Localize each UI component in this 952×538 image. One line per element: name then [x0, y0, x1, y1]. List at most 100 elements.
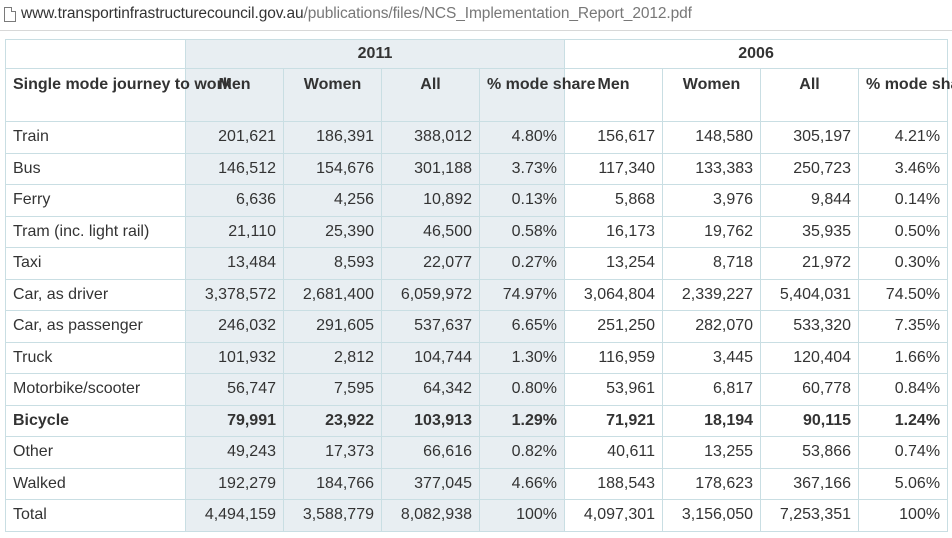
table-row: Total 4,494,159 3,588,779 8,082,938 100% 4,09…: [5, 499, 949, 532]
table-cell: 3.73%: [478, 152, 566, 185]
col-header-2006-women: Women: [662, 68, 762, 122]
row-label: Ferry: [5, 184, 186, 217]
table-row: Ferry 6,636 4,256 10,892 0.13% 5,868 3,976 9,84…: [5, 184, 949, 217]
table-cell: 79,991: [185, 404, 284, 437]
table-cell: 3,588,779: [283, 499, 382, 532]
table-cell: 21,972: [760, 247, 860, 280]
table-cell: 0.82%: [478, 436, 566, 469]
table-cell: 0.50%: [858, 215, 949, 248]
row-label: Bicycle: [5, 404, 186, 437]
table-cell: 4,097,301: [564, 499, 664, 532]
table-row: Train 201,621 186,391 388,012 4.80% 156,617 14…: [5, 121, 949, 154]
table-cell: 60,778: [760, 373, 860, 406]
table-cell: 250,723: [760, 152, 860, 185]
table-cell: 186,391: [283, 121, 382, 154]
table-cell: 56,747: [185, 373, 284, 406]
table-cell: 120,404: [760, 341, 860, 374]
col-header-2011-all: All: [381, 68, 480, 122]
table-cell: 201,621: [185, 121, 284, 154]
table-cell: 0.13%: [478, 184, 566, 217]
table-cell: 533,320: [760, 310, 860, 343]
table-cell: 71,921: [564, 404, 664, 437]
table-row: Walked 192,279 184,766 377,045 4.66% 188,543 1…: [5, 467, 949, 500]
table-cell: 246,032: [185, 310, 284, 343]
table-row: Bicycle 79,991 23,922 103,913 1.29% 71,921 18,…: [5, 404, 949, 437]
table-cell: 64,342: [381, 373, 480, 406]
table-cell: 4,494,159: [185, 499, 284, 532]
table-cell: 0.14%: [858, 184, 949, 217]
table-cell: 10,892: [381, 184, 480, 217]
table-cell: 13,484: [185, 247, 284, 280]
col-header-2006-mode-share: % mode share: [858, 68, 952, 122]
table-body: Train 201,621 186,391 388,012 4.80% 156,617 14…: [5, 121, 949, 532]
table-cell: 6.65%: [478, 310, 566, 343]
table-cell: 1.30%: [478, 341, 566, 374]
table-cell: 3,156,050: [662, 499, 762, 532]
table-cell: 23,922: [283, 404, 382, 437]
table-cell: 0.30%: [858, 247, 949, 280]
table-row: Motorbike/scooter 56,747 7,595 64,342 0.80% 5…: [5, 373, 949, 406]
table-cell: 22,077: [381, 247, 480, 280]
table-cell: 0.58%: [478, 215, 566, 248]
table-cell: 21,110: [185, 215, 284, 248]
row-label: Car, as driver: [5, 278, 186, 311]
table-cell: 301,188: [381, 152, 480, 185]
table-cell: 7.35%: [858, 310, 949, 343]
year-header-row: 2011 2006: [5, 39, 949, 69]
table-row: Bus 146,512 154,676 301,188 3.73% 117,340 133,…: [5, 152, 949, 185]
row-label: Taxi: [5, 247, 186, 280]
document-icon: [4, 7, 16, 22]
table-cell: 74.97%: [478, 278, 566, 311]
table-cell: 2,681,400: [283, 278, 382, 311]
row-label: Total: [5, 499, 186, 532]
table-cell: 5,404,031: [760, 278, 860, 311]
col-header-2011-men: Men: [185, 68, 284, 122]
table-cell: 40,611: [564, 436, 664, 469]
table-cell: 103,913: [381, 404, 480, 437]
table-cell: 8,593: [283, 247, 382, 280]
table-cell: 0.80%: [478, 373, 566, 406]
table-cell: 3.46%: [858, 152, 949, 185]
journey-to-work-table: 2011 2006 Single mode journey to work Me…: [5, 39, 952, 532]
table-cell: 35,935: [760, 215, 860, 248]
table-row: Truck 101,932 2,812 104,744 1.30% 116,959 3,44…: [5, 341, 949, 374]
col-header-2006-men: Men: [564, 68, 664, 122]
table-cell: 104,744: [381, 341, 480, 374]
table-cell: 2,339,227: [662, 278, 762, 311]
table-cell: 1.66%: [858, 341, 949, 374]
row-label: Car, as passenger: [5, 310, 186, 343]
table-cell: 4,256: [283, 184, 382, 217]
journey-to-work-table-container: 2011 2006 Single mode journey to work Me…: [5, 39, 952, 532]
table-cell: 3,445: [662, 341, 762, 374]
table-row: Car, as passenger 246,032 291,605 537,637 6.…: [5, 310, 949, 343]
table-cell: 178,623: [662, 467, 762, 500]
table-cell: 3,378,572: [185, 278, 284, 311]
table-cell: 4.21%: [858, 121, 949, 154]
table-cell: 184,766: [283, 467, 382, 500]
table-cell: 8,082,938: [381, 499, 480, 532]
table-cell: 377,045: [381, 467, 480, 500]
table-cell: 1.29%: [478, 404, 566, 437]
url-text[interactable]: www.transportinfrastructurecouncil.gov.a…: [21, 5, 692, 23]
table-row: Other 49,243 17,373 66,616 0.82% 40,611 13,255…: [5, 436, 949, 469]
table-cell: 192,279: [185, 467, 284, 500]
address-bar[interactable]: www.transportinfrastructurecouncil.gov.a…: [0, 0, 952, 31]
row-header-label: Single mode journey to work: [5, 68, 232, 122]
table-cell: 53,866: [760, 436, 860, 469]
table-cell: 74.50%: [858, 278, 949, 311]
row-label: Truck: [5, 341, 186, 374]
table-cell: 100%: [478, 499, 566, 532]
row-label: Motorbike/scooter: [5, 373, 186, 406]
table-cell: 18,194: [662, 404, 762, 437]
table-cell: 251,250: [564, 310, 664, 343]
table-cell: 156,617: [564, 121, 664, 154]
url-domain: www.transportinfrastructurecouncil.gov.a…: [21, 5, 304, 22]
table-cell: 537,637: [381, 310, 480, 343]
table-cell: 16,173: [564, 215, 664, 248]
table-cell: 154,676: [283, 152, 382, 185]
table-row: Taxi 13,484 8,593 22,077 0.27% 13,254 8,718 21,…: [5, 247, 949, 280]
col-header-2011-mode-share: % mode share: [478, 68, 595, 122]
table-cell: 6,817: [662, 373, 762, 406]
table-cell: 46,500: [381, 215, 480, 248]
table-cell: 0.27%: [478, 247, 566, 280]
